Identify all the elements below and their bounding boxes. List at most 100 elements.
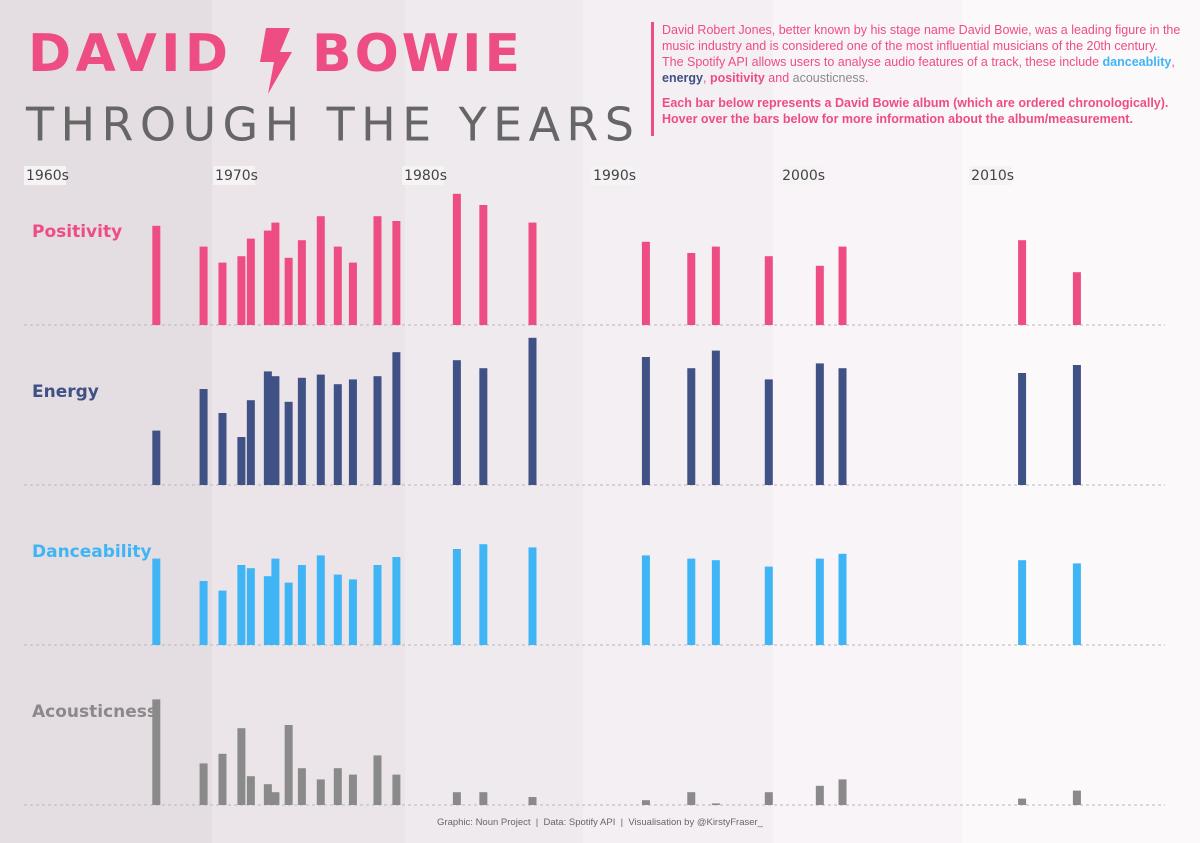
- bar: [263, 230, 272, 325]
- intro-text: ,: [1171, 55, 1175, 69]
- intro-text: .: [864, 71, 869, 85]
- bar: [316, 555, 325, 645]
- bar: [218, 262, 227, 325]
- intro-highlight: positivity: [709, 71, 765, 85]
- decade-band: [773, 0, 962, 843]
- x-tick-label: 1960s: [26, 168, 69, 184]
- bar: [764, 792, 773, 805]
- bar: [199, 389, 208, 485]
- bar: [528, 797, 537, 805]
- bar: [711, 350, 720, 485]
- intro-text: and: [764, 71, 793, 85]
- x-tick-label: 2010s: [971, 168, 1014, 184]
- bar: [687, 253, 696, 325]
- bar: [218, 753, 227, 805]
- bar: [1072, 272, 1081, 325]
- bar: [1072, 365, 1081, 485]
- intro-highlight: acousticness: [792, 71, 865, 85]
- bar: [218, 413, 227, 485]
- title: DAVID: [28, 24, 228, 84]
- bar: [271, 222, 280, 325]
- bar: [263, 371, 272, 485]
- bar: [641, 800, 650, 805]
- bar: [452, 792, 461, 805]
- bar: [152, 225, 161, 325]
- bar: [1072, 790, 1081, 805]
- series-label: Energy: [32, 382, 99, 402]
- bar: [641, 241, 650, 325]
- bar: [711, 560, 720, 645]
- series-label: Positivity: [32, 222, 122, 242]
- bar: [284, 725, 293, 805]
- bar: [711, 803, 720, 805]
- bar: [528, 337, 537, 485]
- bar: [284, 401, 293, 485]
- bar: [297, 565, 306, 645]
- decade-band: [212, 0, 405, 843]
- bar: [373, 216, 382, 325]
- x-tick-label: 2000s: [782, 168, 825, 184]
- decade-band: [405, 0, 583, 843]
- bar: [711, 246, 720, 325]
- bar: [246, 568, 255, 645]
- bar: [333, 768, 342, 805]
- bar: [152, 699, 161, 805]
- bar: [297, 768, 306, 805]
- bar: [246, 776, 255, 805]
- bar: [237, 728, 246, 805]
- bar: [838, 553, 847, 645]
- bar: [237, 565, 246, 645]
- bar: [333, 574, 342, 645]
- bar: [316, 779, 325, 805]
- bar: [373, 376, 382, 485]
- x-tick-label-bg: [213, 166, 256, 185]
- bar: [284, 257, 293, 325]
- bar: [348, 379, 357, 485]
- bar: [764, 379, 773, 485]
- bar: [237, 437, 246, 485]
- bar: [764, 256, 773, 325]
- bar: [392, 221, 401, 325]
- x-tick-label-bg: [402, 166, 445, 185]
- bar: [479, 368, 488, 485]
- bar: [246, 400, 255, 485]
- title: BOWIE: [312, 24, 520, 84]
- bar: [1072, 563, 1081, 645]
- bar: [764, 566, 773, 645]
- bar: [348, 774, 357, 805]
- bar: [641, 555, 650, 645]
- bar: [641, 357, 650, 485]
- bar: [479, 205, 488, 325]
- bar: [838, 779, 847, 805]
- bar: [263, 576, 272, 645]
- series-label: Acousticness: [32, 702, 157, 722]
- bar: [392, 352, 401, 485]
- x-tick-label-bg: [969, 166, 1012, 185]
- footer: Graphic: Noun Project | Data: Spotify AP…: [437, 817, 763, 828]
- bar: [373, 565, 382, 645]
- bar: [271, 376, 280, 485]
- x-tick-label: 1970s: [215, 168, 258, 184]
- x-tick-label-bg: [591, 166, 634, 185]
- intro: David Robert Jones, better known by his …: [662, 22, 1182, 86]
- bar: [479, 792, 488, 805]
- bar: [1018, 240, 1027, 325]
- bar: [528, 222, 537, 325]
- bar: [687, 368, 696, 485]
- intro-text: ,: [703, 71, 710, 85]
- bar: [199, 581, 208, 645]
- bar: [687, 792, 696, 805]
- bar: [218, 590, 227, 645]
- bar: [333, 384, 342, 485]
- bar: [263, 784, 272, 805]
- x-tick-label: 1990s: [593, 168, 636, 184]
- bar: [815, 265, 824, 325]
- bar: [838, 368, 847, 485]
- bar: [199, 763, 208, 805]
- intro-highlight: energy: [662, 71, 703, 85]
- bar: [838, 246, 847, 325]
- series-label: Danceability: [32, 542, 152, 562]
- bar: [479, 544, 488, 645]
